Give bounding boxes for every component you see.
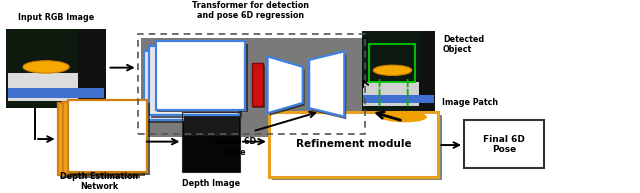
Bar xyxy=(184,114,239,136)
Bar xyxy=(272,115,442,180)
Bar xyxy=(156,41,245,110)
Bar xyxy=(182,112,240,172)
Bar xyxy=(141,38,368,137)
Text: Initial 6D
Pose: Initial 6D Pose xyxy=(215,137,256,157)
Bar xyxy=(65,104,145,176)
Polygon shape xyxy=(268,57,303,113)
Circle shape xyxy=(373,65,412,75)
Bar xyxy=(464,120,544,168)
Bar xyxy=(138,34,365,134)
Text: Transformer for detection
and pose 6D regression: Transformer for detection and pose 6D re… xyxy=(193,1,309,20)
Bar xyxy=(60,106,140,178)
Bar xyxy=(63,102,142,174)
Ellipse shape xyxy=(380,111,427,122)
Bar xyxy=(70,103,150,175)
Bar xyxy=(252,63,263,106)
Bar xyxy=(419,31,435,113)
Polygon shape xyxy=(309,51,344,117)
Bar xyxy=(146,54,237,123)
Bar xyxy=(6,29,106,108)
Text: Detected
Object: Detected Object xyxy=(443,35,484,54)
Bar xyxy=(269,112,438,177)
Bar xyxy=(363,95,434,103)
Bar xyxy=(144,51,234,120)
Circle shape xyxy=(23,61,69,73)
Text: Final 6D
Pose: Final 6D Pose xyxy=(483,135,525,154)
Bar xyxy=(149,46,239,115)
Bar xyxy=(253,65,265,108)
Bar xyxy=(8,74,104,101)
Text: Depth Image: Depth Image xyxy=(182,179,240,188)
Bar xyxy=(369,44,415,82)
Bar xyxy=(182,112,240,172)
Bar xyxy=(78,29,106,108)
Bar xyxy=(68,100,147,172)
Bar xyxy=(362,31,435,113)
Polygon shape xyxy=(269,59,305,116)
Bar xyxy=(8,88,104,98)
Text: Image Patch: Image Patch xyxy=(442,98,498,108)
Bar xyxy=(363,82,434,106)
Text: Input RGB Image: Input RGB Image xyxy=(18,13,94,22)
Text: Depth Estimation
Network: Depth Estimation Network xyxy=(60,172,138,191)
Polygon shape xyxy=(311,54,346,119)
Bar xyxy=(151,49,242,118)
Bar xyxy=(157,44,248,112)
Text: Refinement module: Refinement module xyxy=(296,139,412,149)
Bar xyxy=(58,103,137,175)
